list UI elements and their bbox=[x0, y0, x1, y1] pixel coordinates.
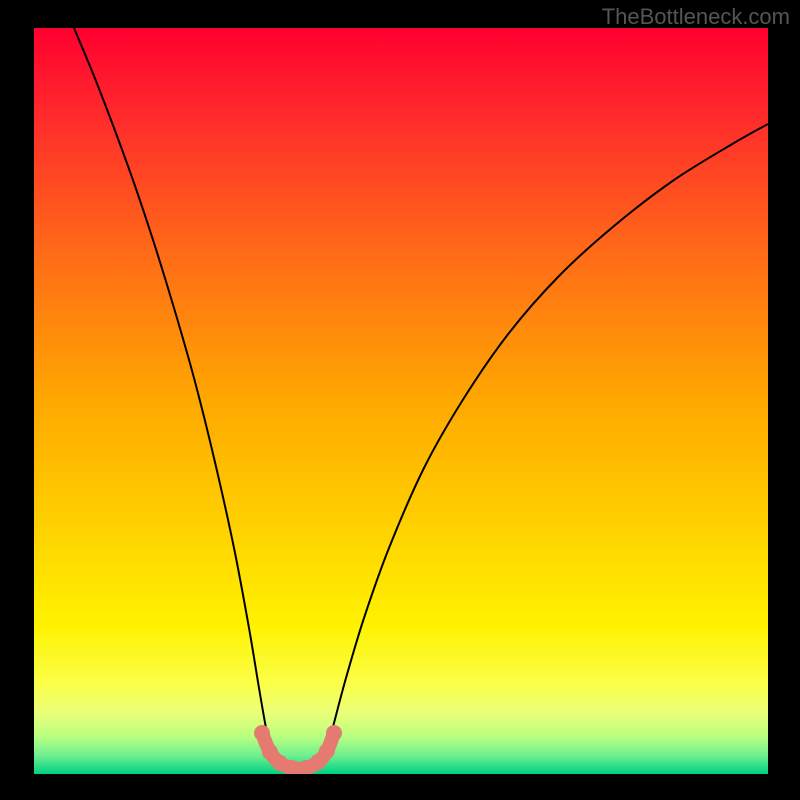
plot-background bbox=[34, 28, 768, 774]
watermark-text: TheBottleneck.com bbox=[602, 4, 790, 30]
marker-dot bbox=[326, 725, 342, 741]
chart-container: TheBottleneck.com bbox=[0, 0, 800, 800]
plot-svg bbox=[34, 28, 768, 774]
plot-area bbox=[34, 28, 768, 774]
marker-dot bbox=[319, 743, 335, 759]
marker-dot bbox=[254, 725, 270, 741]
